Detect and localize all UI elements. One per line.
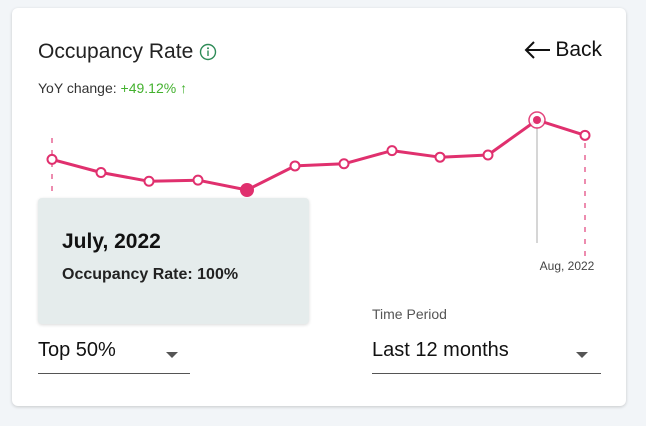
data-point [143, 175, 155, 187]
data-point [386, 145, 398, 157]
chart-tooltip: July, 2022 Occupancy Rate: 100% [38, 198, 309, 324]
tooltip-title: July, 2022 [62, 230, 161, 253]
occupancy-rate-card: Occupancy Rate Back YoY change: +49.12% … [12, 8, 626, 406]
card-title: Occupancy Rate [38, 40, 194, 63]
time-period-value: Last 12 months [372, 339, 509, 361]
tooltip-value: Occupancy Rate: 100% [62, 266, 239, 283]
data-point [434, 151, 446, 163]
percentile-filter-value: Top 50% [38, 339, 116, 361]
data-point [579, 129, 591, 141]
data-point [482, 149, 494, 161]
time-period-select[interactable]: Last 12 months [372, 333, 601, 374]
time-period-label: Time Period [372, 306, 447, 322]
back-button[interactable]: Back [523, 38, 602, 62]
highlighted-point-label: Aug, 2022 [540, 259, 595, 273]
occupancy-line-chart: Aug, 2022 [46, 111, 595, 273]
data-point-highlighted [533, 116, 541, 124]
arrow-left-icon [524, 41, 551, 59]
back-label: Back [555, 38, 602, 61]
data-point [338, 158, 350, 170]
data-point [46, 153, 58, 165]
chevron-down-icon [576, 352, 588, 358]
data-point [95, 167, 107, 178]
card-header: Occupancy Rate [38, 40, 217, 64]
data-point-hovered [240, 183, 254, 197]
percentile-filter-select[interactable]: Top 50% [38, 333, 190, 374]
yoy-change: YoY change: +49.12% ↑ [38, 80, 187, 96]
yoy-label: YoY change: [38, 80, 121, 96]
chevron-down-icon [166, 352, 178, 358]
occupancy-series-line [51, 118, 586, 192]
yoy-value: +49.12% ↑ [120, 80, 188, 96]
info-circle-icon[interactable] [199, 43, 217, 61]
data-point [289, 160, 301, 172]
data-point [192, 174, 204, 186]
